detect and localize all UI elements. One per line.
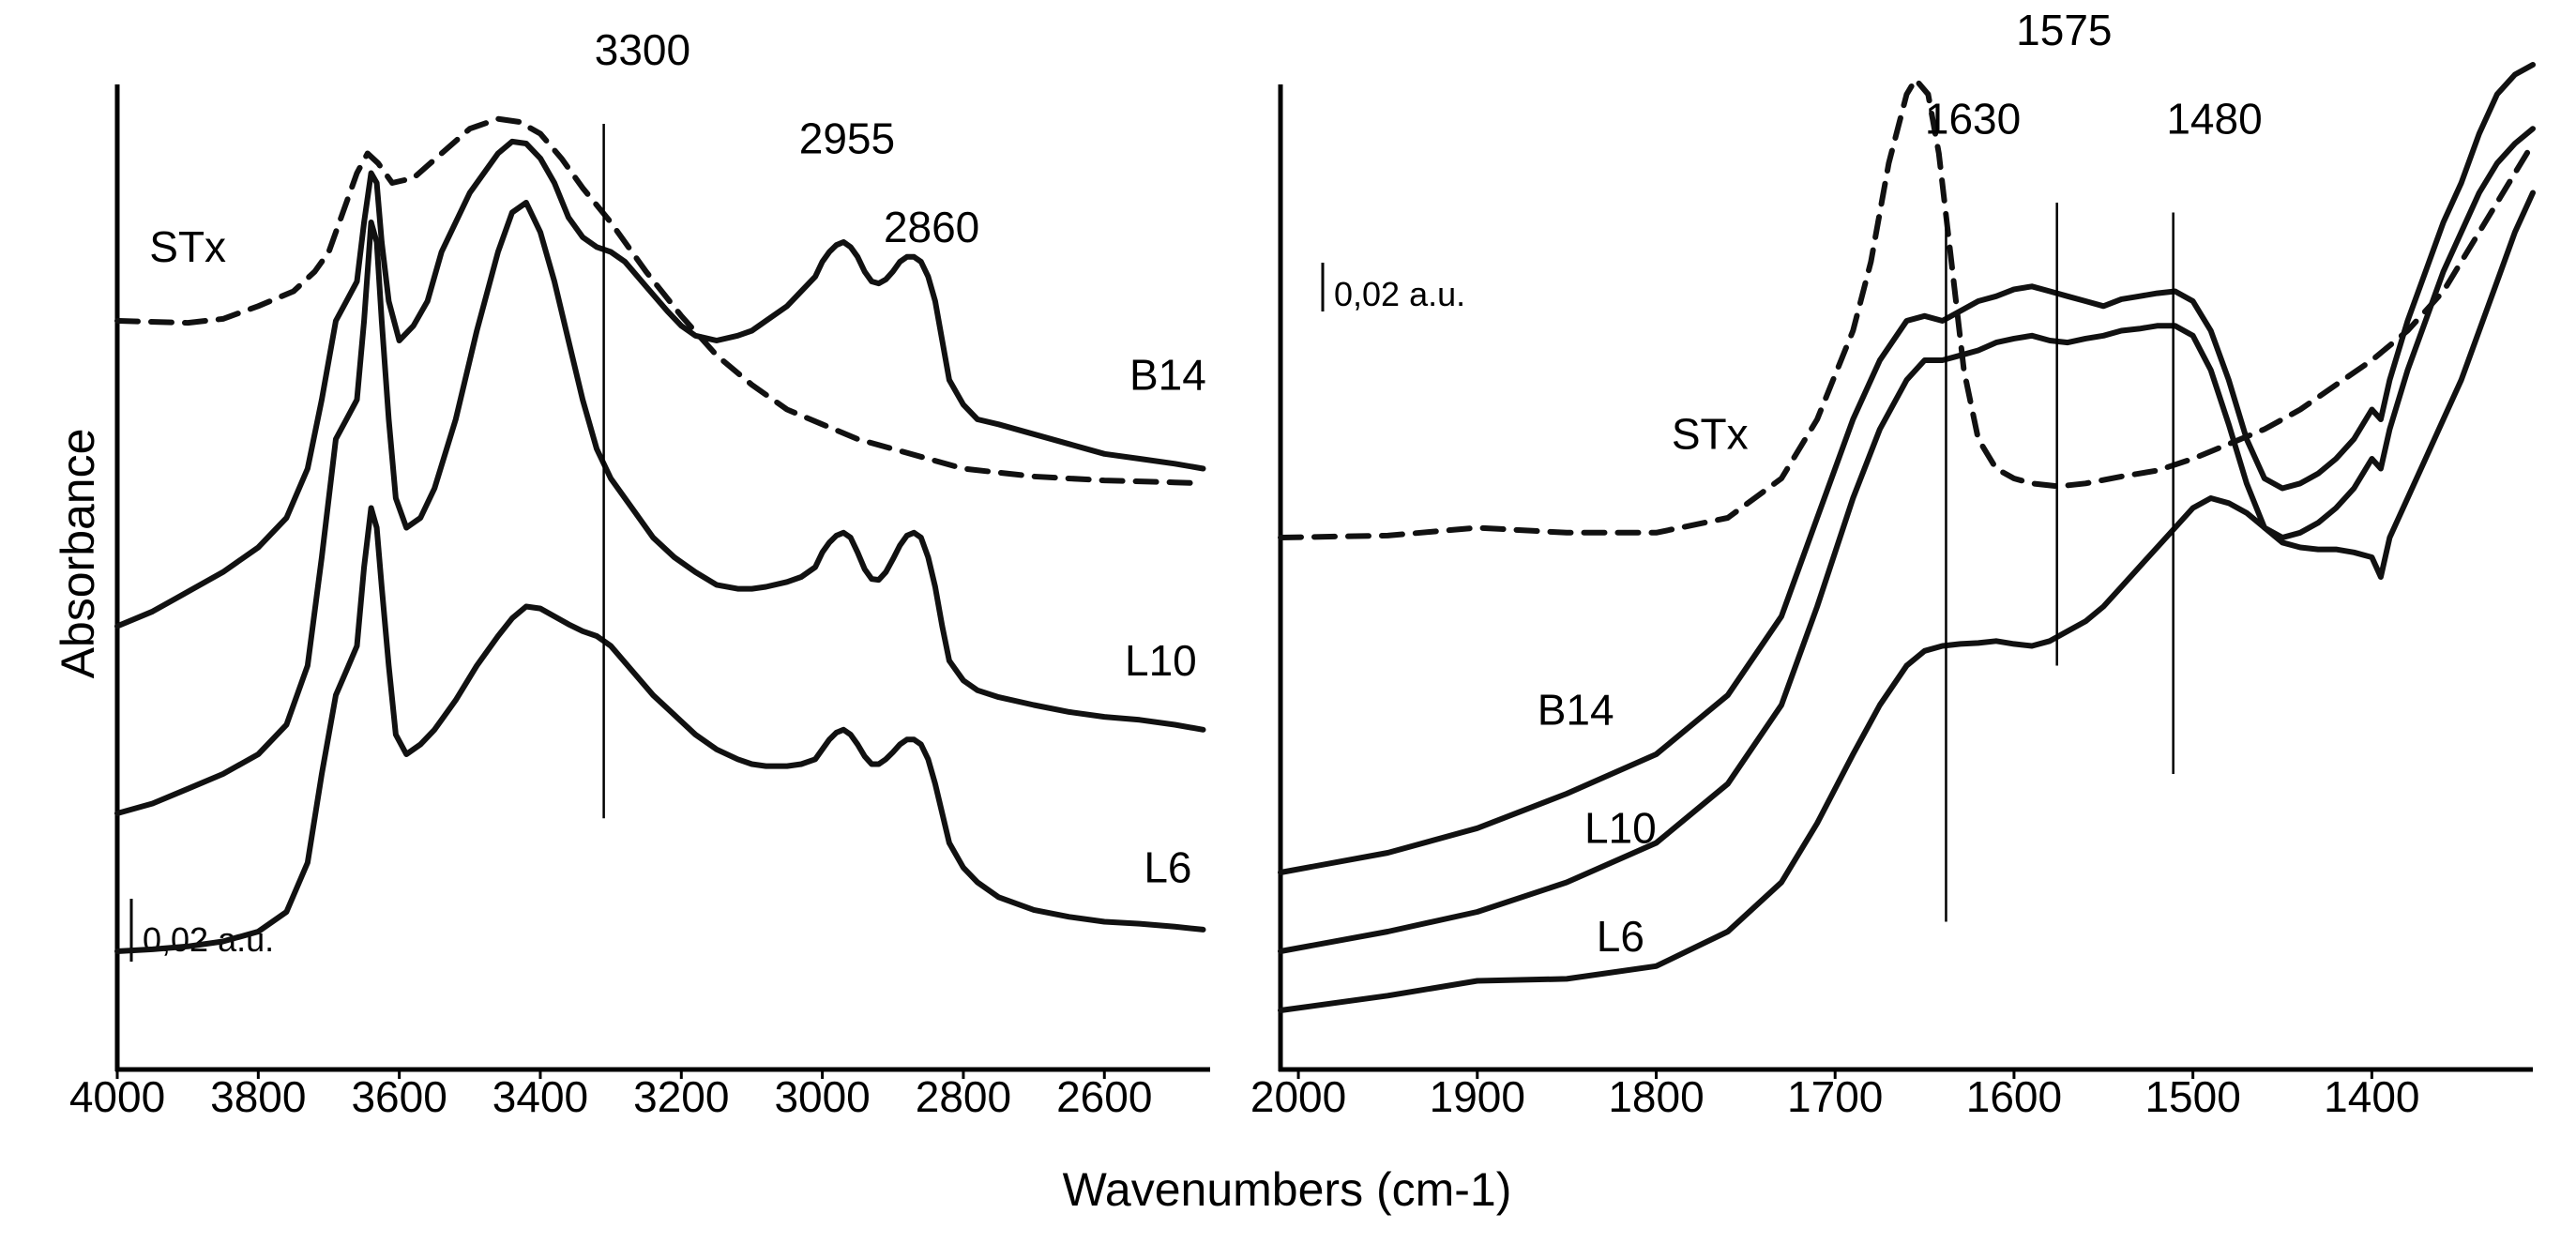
peak-annotation: 2955 [799,114,895,163]
x-tick-label: 1900 [1430,1072,1525,1121]
curve-label-stx: STx [1672,410,1749,459]
series-line-b14 [1278,62,2536,875]
curve-label-stx: STx [149,222,226,271]
right-panel: 2000 1900 1800 1700 1600 1500 1400 0,02 a.u. STx… [1250,6,2536,1121]
x-tick-label: 1700 [1787,1072,1883,1121]
peak-annotation: 3300 [595,25,690,74]
series-line-b14 [114,138,1206,630]
x-tick-label: 4000 [69,1072,165,1121]
series-line-stx [114,115,1206,487]
left-panel: 4000 3800 3600 3400 3200 3000 2800 2600 0,02 a.u… [69,25,1210,1121]
curve-label-l6: L6 [1144,843,1191,892]
series-line-l10 [114,200,1206,816]
series-line-l6 [1278,190,2536,1013]
x-tick-label: 2800 [916,1072,1011,1121]
scale-bar-label: 0,02 a.u. [1334,275,1465,313]
x-tick-label: 3400 [492,1072,588,1121]
peak-annotation: 1575 [2016,6,2112,54]
y-axis-label: Absorbance [52,429,104,679]
curve-label-l6: L6 [1597,912,1644,961]
peak-annotation: 1630 [1925,95,2021,144]
x-tick-label: 2000 [1250,1072,1346,1121]
x-tick-label: 1600 [1966,1072,2062,1121]
series-line-l6 [114,505,1206,954]
x-tick-label: 3800 [210,1072,306,1121]
x-tick-label: 1400 [2324,1072,2419,1121]
peak-annotation: 2860 [884,203,979,251]
x-tick-label: 1500 [2144,1072,2240,1121]
x-tick-label: 2600 [1056,1072,1152,1121]
curve-label-l10: L10 [1584,804,1657,853]
x-tick-label: 3600 [351,1072,447,1121]
curve-label-b14: B14 [1538,686,1614,735]
scale-bar-label: 0,02 a.u. [143,920,274,959]
curve-label-b14: B14 [1129,351,1206,400]
peak-annotation: 1480 [2166,95,2262,144]
x-tick-label: 3000 [774,1072,870,1121]
x-tick-label: 3200 [633,1072,729,1121]
x-tick-label: 1800 [1608,1072,1704,1121]
series-line-stx [1278,76,2536,540]
x-axis-label: Wavenumbers (cm-1) [1063,1163,1512,1216]
series-line-l10 [1278,126,2536,954]
curve-label-l10: L10 [1125,636,1197,685]
